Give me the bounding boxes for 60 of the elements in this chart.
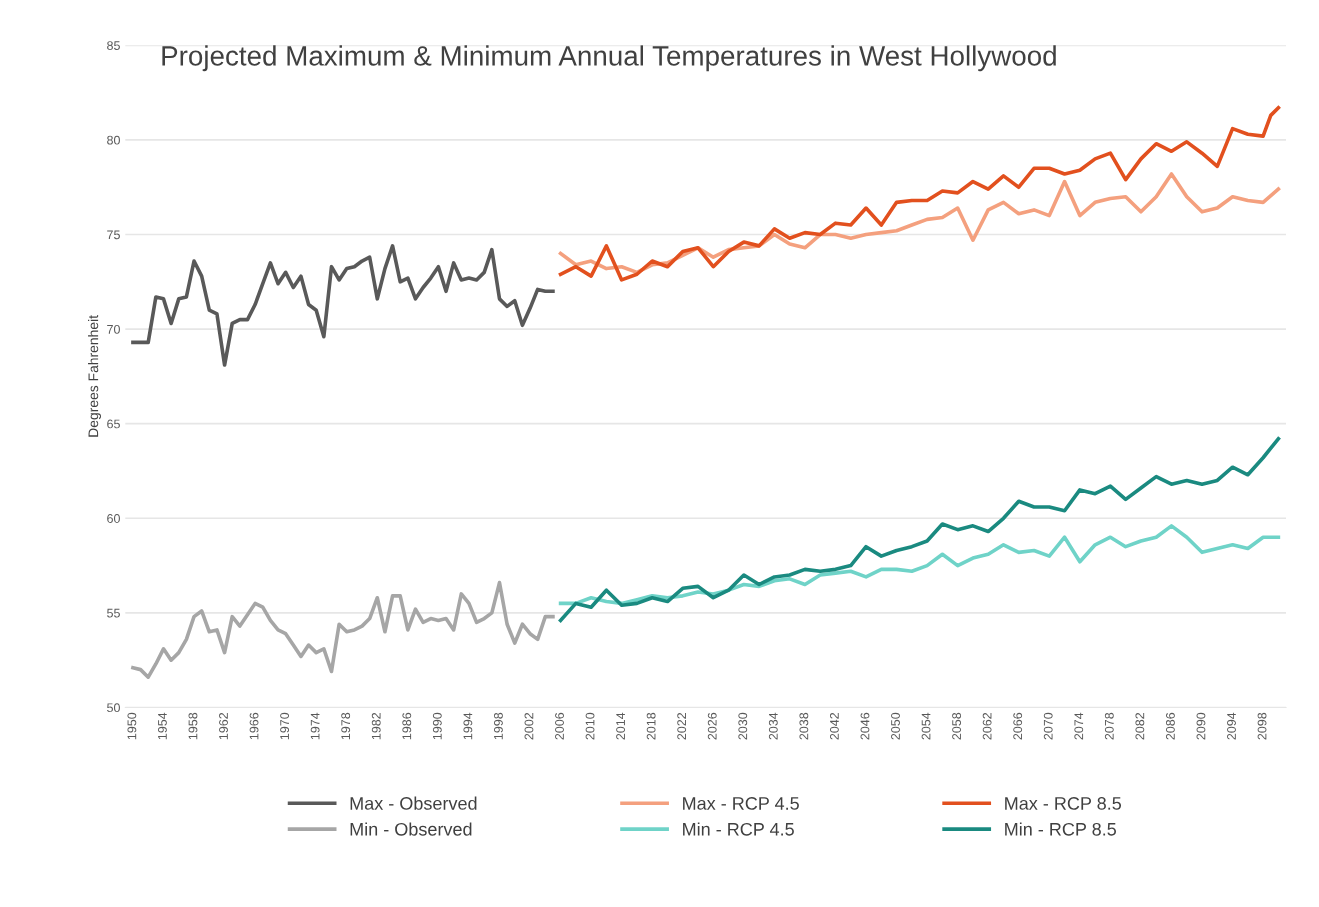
line-series bbox=[558, 172, 1281, 275]
x-tick-label: 2030 bbox=[738, 712, 748, 740]
x-tick-label: 2014 bbox=[616, 712, 626, 740]
x-tick-label: 2034 bbox=[768, 712, 778, 740]
y-tick-label: 65 bbox=[107, 419, 120, 429]
x-tick-label: 2078 bbox=[1104, 712, 1114, 740]
x-tick-label: 1998 bbox=[493, 712, 503, 740]
x-tick-label: 2010 bbox=[585, 712, 595, 740]
x-tick-label: 2002 bbox=[524, 712, 534, 740]
y-tick-label: 55 bbox=[107, 608, 120, 618]
x-tick-label: 2058 bbox=[952, 712, 962, 740]
x-tick-label: 2042 bbox=[829, 712, 839, 740]
line-series bbox=[558, 105, 1281, 282]
x-tick-label: 1966 bbox=[249, 712, 259, 740]
chart-title: Projected Maximum & Minimum Annual Temperatures in West Hollywood bbox=[162, 45, 1056, 72]
x-tick-label: 2074 bbox=[1074, 712, 1084, 740]
x-tick-label: 2018 bbox=[646, 712, 656, 740]
x-tick-label: 2090 bbox=[1196, 712, 1206, 740]
line-series bbox=[558, 524, 1281, 606]
legend-label: Max - RCP 4.5 bbox=[683, 797, 799, 810]
y-axis-title: Degrees Fahrenheit bbox=[88, 315, 101, 437]
legend-label: Min - RCP 4.5 bbox=[683, 822, 794, 836]
y-tick-label: 85 bbox=[107, 41, 120, 50]
x-tick-label: 2062 bbox=[982, 712, 992, 740]
legend-label: Max - RCP 8.5 bbox=[1005, 797, 1122, 810]
y-tick-label: 75 bbox=[107, 230, 120, 240]
line-series bbox=[131, 244, 555, 367]
x-tick-label: 1978 bbox=[341, 712, 351, 740]
x-tick-label: 2026 bbox=[707, 712, 717, 740]
x-tick-label: 2094 bbox=[1227, 712, 1236, 740]
x-tick-label: 2098 bbox=[1257, 712, 1267, 740]
x-tick-label: 2022 bbox=[677, 712, 687, 740]
y-tick-label: 80 bbox=[107, 135, 120, 145]
x-tick-label: 2046 bbox=[860, 712, 870, 740]
x-tick-label: 1962 bbox=[219, 712, 228, 740]
legend-label: Min - Observed bbox=[350, 822, 472, 836]
x-tick-label: 1970 bbox=[280, 712, 290, 740]
x-tick-label: 1954 bbox=[157, 712, 167, 740]
x-tick-label: 2050 bbox=[891, 712, 900, 740]
x-tick-label: 1990 bbox=[432, 712, 442, 740]
x-tick-label: 1994 bbox=[463, 712, 473, 740]
x-tick-label: 2038 bbox=[799, 712, 809, 740]
x-tick-label: 1950 bbox=[127, 712, 137, 740]
legend-label: Min - RCP 8.5 bbox=[1005, 822, 1116, 836]
y-tick-label: 60 bbox=[107, 514, 120, 523]
x-tick-label: 1986 bbox=[402, 712, 412, 740]
x-tick-label: 2054 bbox=[921, 712, 931, 740]
y-tick-label: 50 bbox=[107, 703, 120, 713]
y-tick-label: 70 bbox=[107, 324, 120, 334]
line-series bbox=[558, 437, 1281, 623]
x-tick-label: 1982 bbox=[371, 712, 381, 740]
x-tick-label: 2070 bbox=[1043, 712, 1053, 740]
x-tick-label: 1974 bbox=[310, 712, 320, 740]
line-series bbox=[131, 580, 555, 679]
x-tick-label: 2086 bbox=[1165, 712, 1175, 740]
x-tick-label: 2006 bbox=[555, 712, 564, 740]
legend-label: Max - Observed bbox=[350, 796, 477, 810]
x-tick-label: 2082 bbox=[1135, 712, 1145, 740]
x-tick-label: 1958 bbox=[188, 712, 198, 740]
x-tick-label: 2066 bbox=[1013, 712, 1023, 740]
